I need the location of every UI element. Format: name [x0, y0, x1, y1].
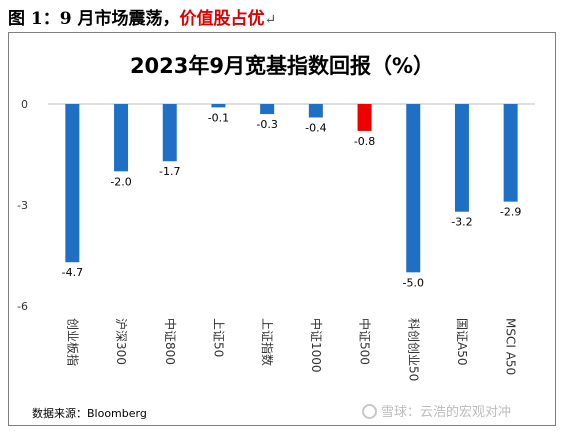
bar [211, 104, 226, 108]
return-mark-icon: ↵ [264, 12, 277, 28]
data-label: -2.0 [110, 175, 131, 188]
caption-prefix: 图 1：9 月市场震荡， [8, 9, 180, 29]
category-label: 国证A50 [455, 318, 469, 365]
bar [260, 104, 275, 115]
category-label: 中证1000 [309, 318, 324, 373]
category-label: MSCI A50 [504, 318, 518, 375]
data-label: -1.7 [159, 165, 180, 178]
chart-title: 2023年9月宽基指数回报（%） [129, 54, 435, 78]
data-label: -0.4 [305, 121, 326, 134]
data-label: -4.7 [62, 266, 83, 279]
figure-caption: 图 1：9 月市场震荡，价值股占优↵ [8, 4, 276, 29]
y-tick-label: -3 [17, 199, 28, 212]
data-label: -0.8 [354, 135, 375, 148]
y-tick-label: -6 [17, 300, 28, 313]
source-note: 数据来源：Bloomberg [32, 407, 147, 420]
bar [162, 104, 177, 162]
watermark: 雪球：云浩的宏观对冲 [362, 401, 511, 420]
bar [503, 104, 518, 202]
category-label: 科创创业50 [406, 318, 420, 381]
category-label: 中证800 [163, 318, 178, 365]
y-tick-label: 0 [21, 98, 28, 111]
category-label: 上证指数 [260, 318, 275, 366]
category-label: 上证50 [211, 318, 225, 357]
chart-frame [8, 32, 556, 426]
data-label: -2.9 [500, 206, 521, 219]
data-label: -3.2 [451, 216, 472, 229]
bar [114, 104, 129, 172]
watermark-text: 雪球：云浩的宏观对冲 [381, 405, 512, 420]
caption-highlight: 价值股占优 [179, 9, 265, 29]
snowball-logo-icon [362, 404, 377, 419]
category-label: 沪深300 [114, 318, 128, 365]
bar [454, 104, 469, 212]
bar [308, 104, 323, 118]
category-label: 中证500 [358, 318, 373, 365]
data-label: -0.3 [256, 118, 277, 131]
data-label: -0.1 [208, 111, 229, 124]
bar [406, 104, 421, 273]
bar [357, 104, 372, 131]
category-label: 创业板指 [65, 318, 80, 366]
bar [65, 104, 80, 263]
data-label: -5.0 [403, 276, 424, 289]
